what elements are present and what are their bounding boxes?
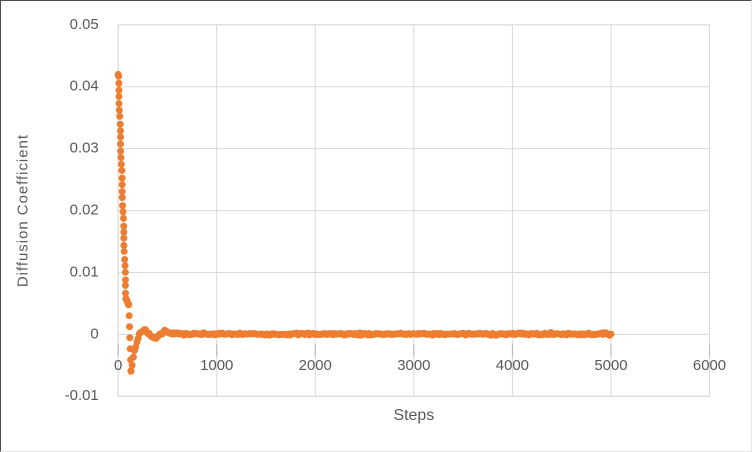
- svg-text:Diffusion Coefficient: Diffusion Coefficient: [15, 134, 32, 287]
- svg-text:Steps: Steps: [393, 407, 434, 424]
- svg-text:2000: 2000: [299, 357, 332, 374]
- svg-text:0.02: 0.02: [70, 202, 99, 219]
- svg-text:0.03: 0.03: [70, 140, 99, 157]
- svg-text:3000: 3000: [397, 357, 430, 374]
- svg-text:0.01: 0.01: [70, 263, 99, 280]
- svg-text:5000: 5000: [594, 357, 627, 374]
- svg-text:1000: 1000: [200, 357, 233, 374]
- svg-text:0: 0: [114, 357, 122, 374]
- svg-text:0: 0: [90, 325, 98, 342]
- svg-text:4000: 4000: [496, 357, 529, 374]
- svg-text:0.05: 0.05: [70, 16, 99, 33]
- svg-text:0.04: 0.04: [70, 78, 99, 95]
- svg-text:-0.01: -0.01: [65, 387, 99, 404]
- svg-text:6000: 6000: [693, 357, 726, 374]
